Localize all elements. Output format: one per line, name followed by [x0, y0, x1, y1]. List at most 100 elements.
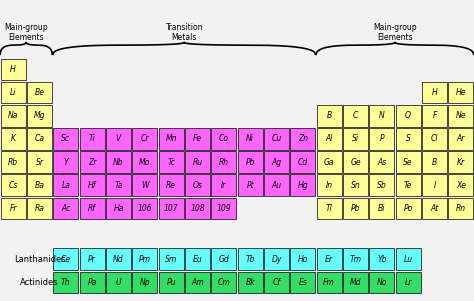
Bar — [422, 151, 447, 173]
Text: Rn: Rn — [456, 204, 466, 213]
Text: 107: 107 — [164, 204, 179, 213]
Bar — [238, 248, 263, 270]
Text: Pu: Pu — [166, 278, 176, 287]
Bar — [1, 174, 26, 196]
Bar — [343, 174, 368, 196]
Text: Pb: Pb — [351, 204, 360, 213]
Text: Cu: Cu — [272, 135, 282, 143]
Text: Sc: Sc — [61, 135, 71, 143]
Bar — [343, 248, 368, 270]
Text: Bi: Bi — [378, 204, 385, 213]
Bar — [132, 151, 157, 173]
Text: Nd: Nd — [113, 255, 124, 264]
Bar — [317, 105, 342, 127]
Text: Am: Am — [191, 278, 204, 287]
Text: Au: Au — [272, 181, 282, 190]
Text: Pt: Pt — [246, 181, 254, 190]
Bar — [369, 174, 394, 196]
Bar — [422, 105, 447, 127]
Text: Ge: Ge — [350, 158, 361, 166]
Text: S: S — [406, 135, 410, 143]
Text: Tm: Tm — [349, 255, 362, 264]
Text: Ag: Ag — [272, 158, 282, 166]
Bar — [1, 128, 26, 150]
Text: Ba: Ba — [35, 181, 45, 190]
Text: Os: Os — [192, 181, 202, 190]
Text: Tl: Tl — [326, 204, 333, 213]
Bar — [396, 105, 420, 127]
Text: Lr: Lr — [404, 278, 412, 287]
Bar — [132, 197, 157, 219]
Bar — [159, 272, 183, 293]
Bar — [317, 248, 342, 270]
Bar — [80, 197, 105, 219]
Bar — [317, 197, 342, 219]
Text: Sn: Sn — [351, 181, 360, 190]
Bar — [291, 128, 315, 150]
Bar — [27, 128, 52, 150]
Text: Ni: Ni — [246, 135, 254, 143]
Text: U: U — [116, 278, 121, 287]
Text: Se: Se — [403, 158, 413, 166]
Bar — [27, 174, 52, 196]
Text: Li: Li — [10, 88, 17, 97]
Text: Ce: Ce — [61, 255, 71, 264]
Text: Cr: Cr — [141, 135, 149, 143]
Text: Rh: Rh — [219, 158, 229, 166]
Bar — [54, 248, 78, 270]
Text: H: H — [10, 65, 16, 74]
Bar — [291, 151, 315, 173]
Bar — [27, 151, 52, 173]
Text: Eu: Eu — [192, 255, 202, 264]
Text: No: No — [377, 278, 387, 287]
Text: La: La — [62, 181, 70, 190]
Text: Ne: Ne — [456, 111, 466, 120]
Text: Be: Be — [35, 88, 45, 97]
Text: Rb: Rb — [8, 158, 18, 166]
Bar — [369, 272, 394, 293]
Bar — [264, 174, 289, 196]
Bar — [291, 272, 315, 293]
Text: Hf: Hf — [88, 181, 96, 190]
Bar — [264, 128, 289, 150]
Text: N: N — [379, 111, 385, 120]
Bar — [422, 128, 447, 150]
Text: Cm: Cm — [218, 278, 230, 287]
Text: Ta: Ta — [114, 181, 123, 190]
Text: B: B — [432, 158, 437, 166]
Bar — [396, 272, 420, 293]
Text: H: H — [432, 88, 438, 97]
Bar — [291, 248, 315, 270]
Bar — [396, 151, 420, 173]
Text: 108: 108 — [190, 204, 205, 213]
Bar — [27, 82, 52, 104]
Bar — [422, 82, 447, 104]
Bar — [448, 197, 473, 219]
Text: Mg: Mg — [34, 111, 45, 120]
Bar — [448, 82, 473, 104]
Bar — [369, 105, 394, 127]
Text: Ru: Ru — [192, 158, 202, 166]
Bar — [185, 272, 210, 293]
Text: Sr: Sr — [36, 158, 44, 166]
Bar — [291, 174, 315, 196]
Text: Ho: Ho — [298, 255, 308, 264]
Bar — [106, 128, 131, 150]
Bar — [1, 59, 26, 80]
Bar — [159, 128, 183, 150]
Text: O: O — [405, 111, 411, 120]
Text: Tb: Tb — [246, 255, 255, 264]
Text: Hg: Hg — [298, 181, 308, 190]
Bar — [343, 151, 368, 173]
Text: Bk: Bk — [246, 278, 255, 287]
Bar — [80, 272, 105, 293]
Text: Pb: Pb — [246, 158, 255, 166]
Bar — [211, 197, 236, 219]
Text: Ar: Ar — [456, 135, 465, 143]
Text: Yb: Yb — [377, 255, 387, 264]
Bar — [106, 174, 131, 196]
Bar — [159, 151, 183, 173]
Text: Ga: Ga — [324, 158, 335, 166]
Text: Pm: Pm — [139, 255, 151, 264]
Bar — [54, 128, 78, 150]
